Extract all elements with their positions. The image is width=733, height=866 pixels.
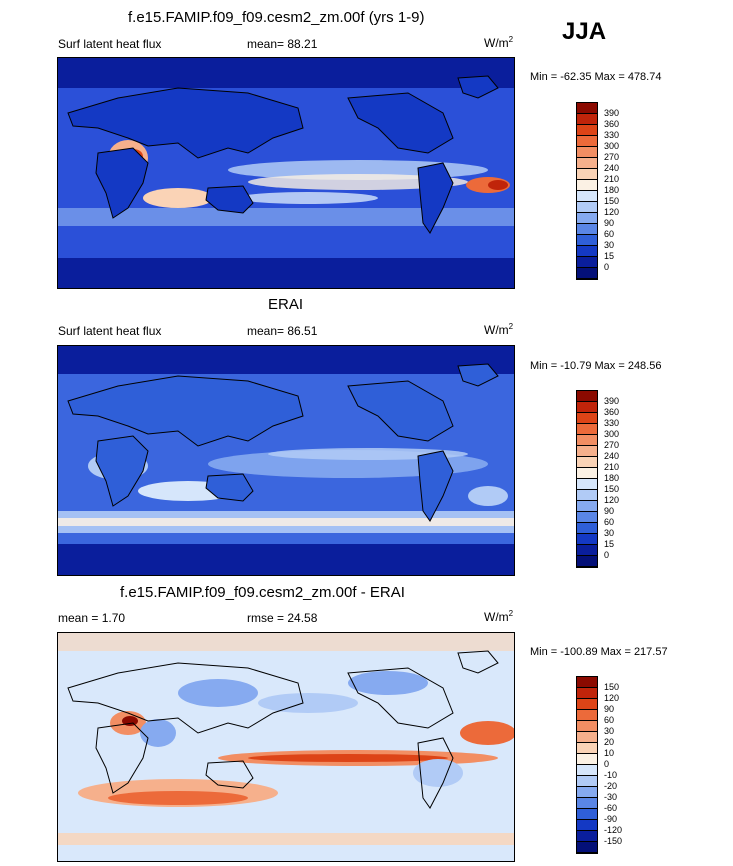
panel2-mean: mean= 86.51 — [247, 324, 318, 338]
panel1-colorbar-label: 330 — [604, 130, 620, 140]
panel2-colorbar-label: 15 — [604, 539, 615, 549]
panel3-title: f.e15.FAMIP.f09_f09.cesm2_zm.00f - ERAI — [120, 584, 405, 601]
panel1-colorbar-label: 15 — [604, 251, 615, 261]
panel3-colorbar-label: 90 — [604, 704, 615, 714]
panel3-colorbar-label: -10 — [604, 770, 618, 780]
panel2-colorbar-label: 60 — [604, 517, 615, 527]
panel1-colorbar-label: 300 — [604, 141, 620, 151]
panel1-colorbar-label: 30 — [604, 240, 615, 250]
panel1-title: f.e15.FAMIP.f09_f09.cesm2_zm.00f (yrs 1-… — [128, 9, 425, 26]
panel3-colorbar-label: -30 — [604, 792, 618, 802]
panel2-colorbar-label: 390 — [604, 396, 620, 406]
panel3-colorbar-label: -20 — [604, 781, 618, 791]
panel1-colorbar: 390 360 330 300 270 240 210 180 150 120 … — [576, 102, 619, 280]
panel1-minmax: Min = -62.35 Max = 478.74 — [530, 71, 662, 83]
panel2-colorbar-label: 330 — [604, 418, 620, 428]
panel1-map — [57, 57, 515, 289]
season-label: JJA — [562, 18, 607, 45]
panel1-colorbar-label: 210 — [604, 174, 620, 184]
panel2-colorbar-label: 300 — [604, 429, 620, 439]
panel3-colorbar: 150 120 90 60 30 20 10 0 -10 -20 -30 -60… — [576, 676, 622, 854]
panel3-colorbar-label: 60 — [604, 715, 615, 725]
panel2-colorbar-label: 30 — [604, 528, 615, 538]
panel2-colorbar-label: 150 — [604, 484, 620, 494]
panel2-field — [58, 346, 514, 575]
panel1-colorbar-label: 0 — [604, 262, 610, 272]
panel2-map — [57, 345, 515, 576]
panel2-colorbar-label: 360 — [604, 407, 620, 417]
panel1-colorbar-label: 120 — [604, 207, 620, 217]
panel1-variable: Surf latent heat flux — [58, 37, 162, 51]
panel1-colorbar-label: 90 — [604, 218, 615, 228]
panel1-units: W/m2 — [484, 35, 514, 50]
panel1-colorbar-label: 180 — [604, 185, 620, 195]
panel3-colorbar-label: 0 — [604, 759, 610, 769]
panel1-colorbar-label: 240 — [604, 163, 620, 173]
panel3-map — [57, 632, 515, 862]
panel2-colorbar-label: 210 — [604, 462, 620, 472]
panel1-colorbar-label: 270 — [604, 152, 620, 162]
panel2-variable: Surf latent heat flux — [58, 324, 162, 338]
panel3-colorbar-label: 120 — [604, 693, 620, 703]
panel1-colorbar-label: 150 — [604, 196, 620, 206]
panel1-mean: mean= 88.21 — [247, 37, 318, 51]
panel1-colorbar-label: 390 — [604, 108, 620, 118]
panel3-ocean-bg — [58, 633, 514, 861]
panel3-colorbar-label: -60 — [604, 803, 618, 813]
panel3-colorbar-label: -90 — [604, 814, 618, 824]
panel3-colorbar-label: 30 — [604, 726, 615, 736]
panel2-colorbar-label: 180 — [604, 473, 620, 483]
panel2-minmax: Min = -10.79 Max = 248.56 — [530, 360, 662, 372]
panel1-field — [58, 58, 514, 288]
panel2-units: W/m2 — [484, 322, 514, 337]
panel3-minmax: Min = -100.89 Max = 217.57 — [530, 646, 668, 658]
panel2-colorbar-label: 270 — [604, 440, 620, 450]
panel3-colorbar-label: 10 — [604, 748, 615, 758]
panel2-colorbar-label: 90 — [604, 506, 615, 516]
panel3-colorbar-label: -150 — [604, 836, 623, 846]
panel3-colorbar-label: 150 — [604, 682, 620, 692]
panel1-colorbar-label: 60 — [604, 229, 615, 239]
panel3-rmse: rmse = 24.58 — [247, 611, 318, 625]
panel1-colorbar-label: 360 — [604, 119, 620, 129]
panel3-units: W/m2 — [484, 609, 514, 624]
panel2-colorbar-label: 120 — [604, 495, 620, 505]
panel3-field — [58, 633, 514, 861]
panel3-mean: mean = 1.70 — [58, 611, 126, 625]
panel2-colorbar-label: 0 — [604, 550, 610, 560]
panel3-colorbar-label: 20 — [604, 737, 615, 747]
panel2-colorbar: 390 360 330 300 270 240 210 180 150 120 … — [576, 390, 619, 568]
panel3-colorbar-label: -120 — [604, 825, 623, 835]
panel2-title: ERAI — [268, 296, 304, 313]
panel2-colorbar-label: 240 — [604, 451, 620, 461]
